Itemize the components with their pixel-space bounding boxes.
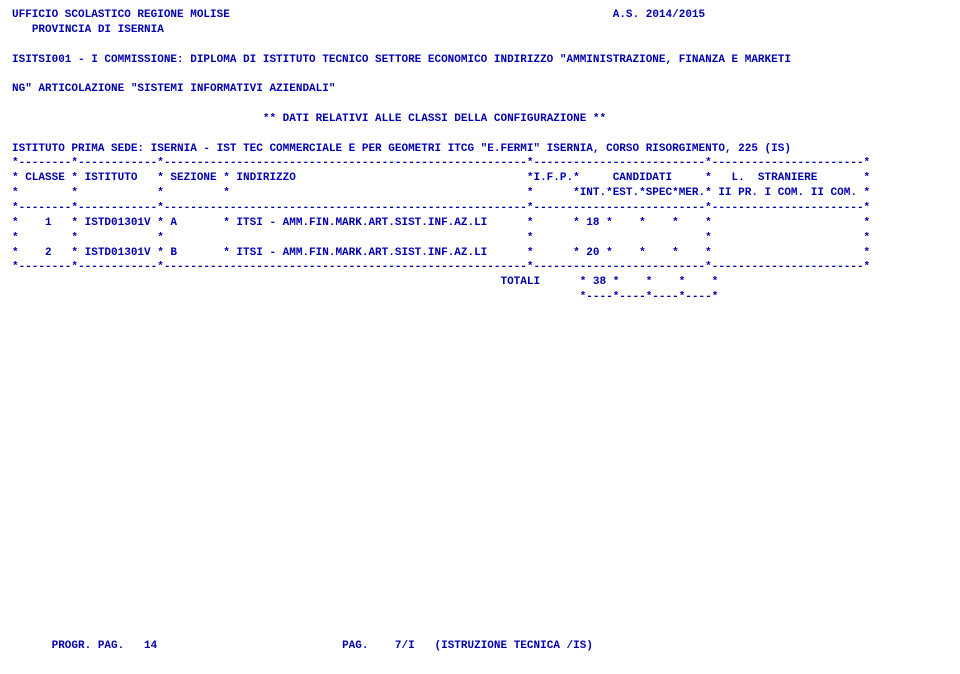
report-body: UFFICIO SCOLASTICO REGIONE MOLISE A.S. 2… [12, 8, 948, 305]
province-line: PROVINCIA DI ISERNIA [32, 24, 164, 36]
footer-left: PROGR. PAG. 14 [52, 640, 158, 652]
sede-line: ISTITUTO PRIMA SEDE: ISERNIA - IST TEC C… [12, 143, 791, 155]
commission-line-2: NG" ARTICOLAZIONE "SISTEMI INFORMATIVI A… [12, 83, 335, 95]
footer-right: PAG. 7/I (ISTRUZIONE TECNICA /IS) [342, 640, 593, 652]
table-sep-mid: *--------*------------*-----------------… [12, 202, 870, 214]
table-row-1: * 1 * ISTD01301V * A * ITSI - AMM.FIN.MA… [12, 217, 870, 229]
totali-line: TOTALI * 38 * * * * [12, 276, 718, 288]
table-row-blank: * * * * * * [12, 232, 870, 244]
totali-sep: *----*----*----*----* [12, 291, 718, 303]
table-sep-top: *--------*------------*-----------------… [12, 157, 870, 169]
table-header-2: * * * * * *INT.*EST.*SPEC*MER.* II PR. I… [12, 187, 870, 199]
config-title: ** DATI RELATIVI ALLE CLASSI DELLA CONFI… [263, 113, 606, 125]
table-header-1: * CLASSE * ISTITUTO * SEZIONE * INDIRIZZ… [12, 172, 870, 184]
table-sep-bot: *--------*------------*-----------------… [12, 261, 870, 273]
footer: PROGR. PAG. 14 PAG. 7/I (ISTRUZIONE TECN… [12, 639, 948, 654]
table-row-2: * 2 * ISTD01301V * B * ITSI - AMM.FIN.MA… [12, 247, 870, 259]
commission-line-1: ISITSI001 - I COMMISSIONE: DIPLOMA DI IS… [12, 54, 791, 66]
office-line: UFFICIO SCOLASTICO REGIONE MOLISE A.S. 2… [12, 9, 705, 21]
